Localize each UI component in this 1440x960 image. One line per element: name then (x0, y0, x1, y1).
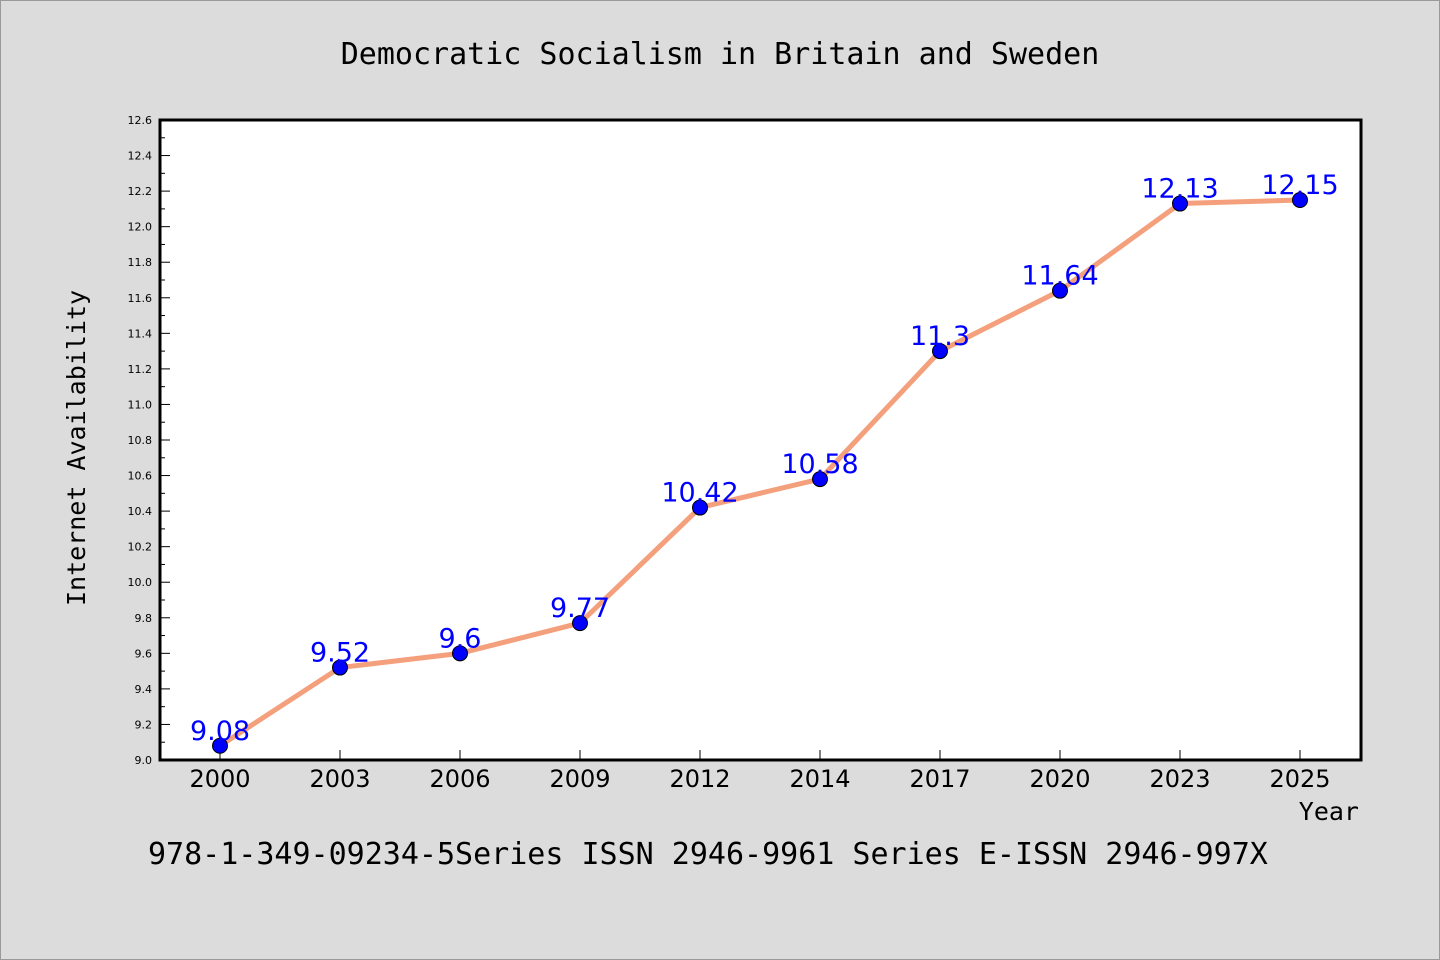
y-tick-label: 11.6 (128, 292, 153, 305)
data-label: 11.3 (910, 321, 970, 352)
data-point (932, 343, 948, 360)
x-tick-label: 2000 (189, 765, 250, 793)
data-point (212, 737, 228, 754)
y-tick-label: 10.8 (128, 434, 153, 447)
y-tick-label: 9.6 (135, 647, 153, 660)
data-point (812, 471, 828, 488)
y-tick-label: 10.2 (128, 541, 153, 554)
y-tick-label: 11.2 (128, 363, 153, 376)
x-axis-ticks: 2000 2003 2006 2009 2012 2014 2017 2020 2023 2025 (189, 750, 1331, 793)
x-tick-label: 2020 (1029, 765, 1090, 793)
x-tick-label: 2006 (429, 765, 490, 793)
data-point (692, 499, 708, 516)
y-tick-label: 12.2 (128, 185, 153, 198)
data-label: 10.58 (781, 449, 858, 480)
y-tick-label: 9.4 (135, 683, 153, 696)
data-point (1052, 282, 1068, 299)
y-tick-label: 10.4 (128, 505, 153, 518)
y-tick-label: 10.6 (128, 470, 153, 483)
y-tick-label: 10.0 (128, 576, 153, 589)
y-tick-label: 9.8 (135, 612, 153, 625)
y-tick-label: 12.4 (128, 150, 153, 163)
series-layer (212, 192, 1308, 754)
chart-title: Democratic Socialism in Britain and Swed… (341, 37, 1100, 72)
x-tick-label: 2014 (789, 765, 850, 793)
x-tick-label: 2025 (1269, 765, 1330, 793)
y-tick-label: 12.6 (128, 114, 153, 127)
data-label: 12.15 (1261, 170, 1338, 201)
data-point (452, 645, 468, 662)
y-tick-label: 11.4 (128, 327, 153, 340)
data-point (1172, 195, 1188, 212)
plot-border (158, 118, 1363, 762)
data-point (1292, 192, 1308, 208)
footer-isbn-text: 978-1-349-09234-5Series ISSN 2946-9961 S… (148, 837, 1268, 872)
data-label: 9.08 (190, 716, 250, 747)
y-tick-label: 12.0 (128, 221, 153, 234)
y-tick-label: 9.2 (135, 718, 153, 731)
data-point (572, 615, 588, 632)
data-label: 10.42 (661, 478, 738, 509)
y-tick-label: 11.0 (128, 398, 153, 411)
y-axis-ticks: 9.0 9.2 9.4 9.6 9.8 10.0 10.2 10.4 10.6 10.8 11.0 1… (128, 114, 170, 767)
x-tick-label: 2009 (549, 765, 610, 793)
plot-area (160, 120, 1361, 760)
x-tick-label: 2003 (309, 765, 370, 793)
data-label: 11.64 (1021, 261, 1098, 292)
x-tick-label: 2012 (669, 765, 730, 793)
y-tick-label: 9.0 (135, 754, 153, 767)
data-point (332, 659, 348, 676)
x-axis-label: Year (1299, 797, 1359, 826)
y-tick-label: 11.8 (128, 256, 153, 269)
data-labels: 9.08 9.52 9.6 9.77 10.42 10.58 11.3 11.64 12.13 1… (190, 170, 1339, 747)
data-label: 9.6 (439, 623, 482, 654)
y-axis-label: Internet Availability (62, 290, 91, 606)
data-label: 9.77 (550, 593, 610, 624)
series-line (217, 197, 1303, 749)
x-tick-label: 2017 (909, 765, 970, 793)
data-label: 9.52 (310, 638, 370, 669)
x-tick-label: 2023 (1149, 765, 1210, 793)
data-label: 12.13 (1141, 174, 1218, 205)
